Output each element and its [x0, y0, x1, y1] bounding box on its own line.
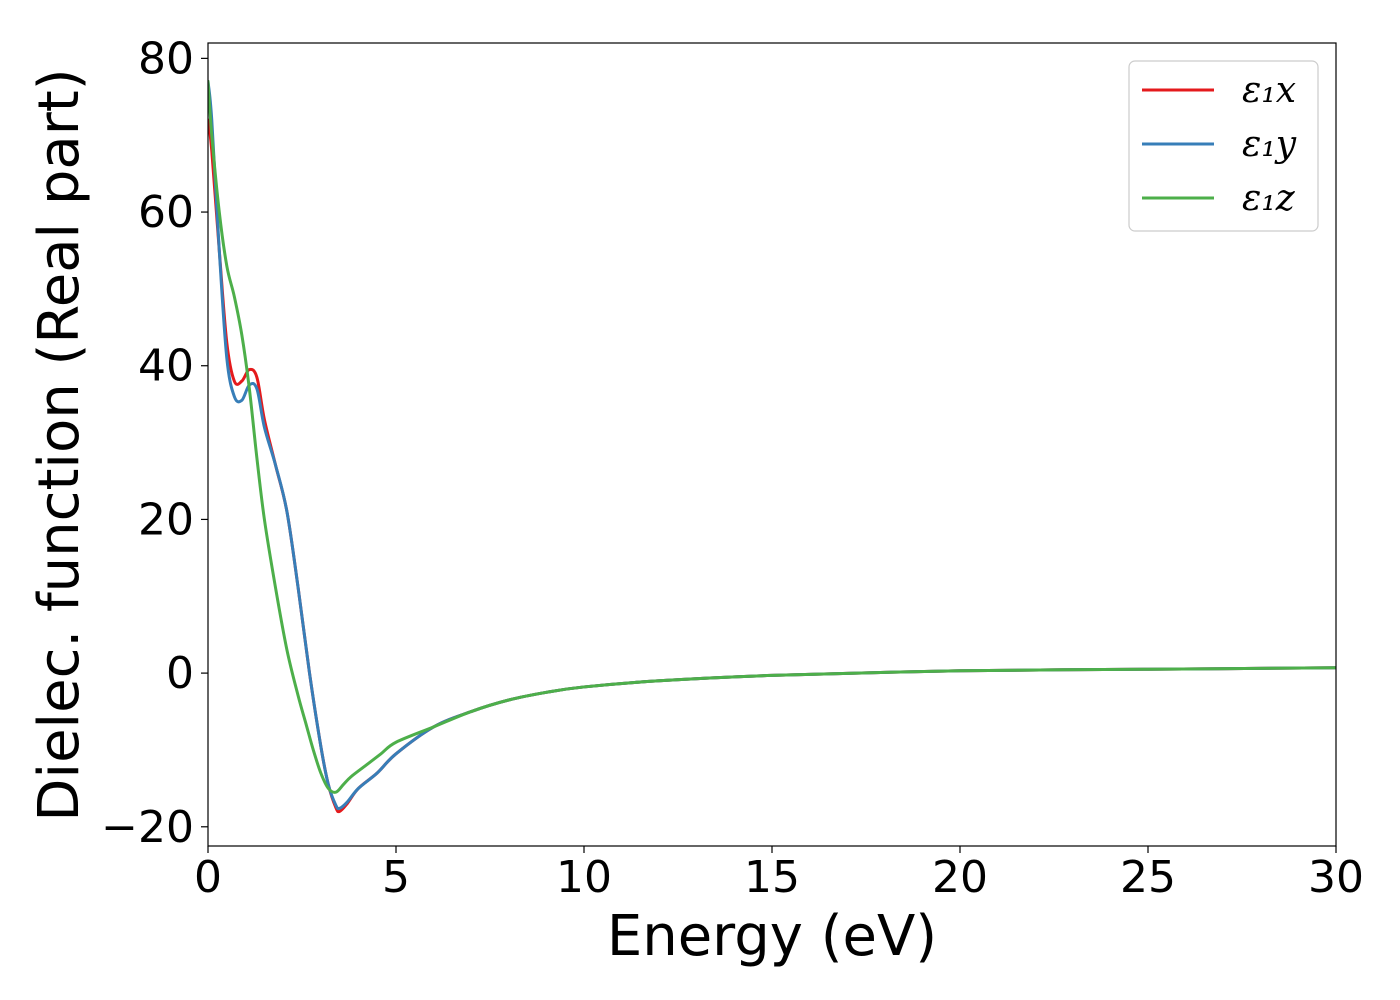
- x-tick-label: 25: [1120, 852, 1176, 903]
- y-tick-label: 0: [166, 648, 194, 699]
- x-tick-label: 20: [932, 852, 988, 903]
- y-tick-label: −20: [101, 802, 194, 853]
- x-axis: 0 5 10 15 20 25 30: [194, 846, 1364, 903]
- x-tick-label: 30: [1308, 852, 1364, 903]
- legend-box: [1128, 60, 1319, 232]
- y-axis-label: Dielec. function (Real part): [27, 68, 92, 821]
- x-tick-label: 10: [556, 852, 612, 903]
- y-axis: −20 0 20 40 60 80: [101, 33, 208, 853]
- legend-label-2: ε₁y: [1242, 124, 1297, 165]
- y-tick-label: 20: [138, 494, 194, 545]
- y-tick-label: 60: [138, 187, 194, 238]
- legend-label-3: ε₁z: [1242, 178, 1296, 219]
- x-tick-label: 0: [194, 852, 222, 903]
- legend-label-1: ε₁x: [1242, 70, 1296, 111]
- series-layer: [208, 79, 1336, 814]
- y-tick-label: 80: [138, 33, 194, 84]
- x-axis-label: Energy (eV): [607, 904, 937, 969]
- y-tick-label: 40: [138, 341, 194, 392]
- legend: ε₁x ε₁y ε₁z: [1128, 60, 1319, 232]
- x-tick-label: 15: [744, 852, 800, 903]
- series-line-3: [208, 79, 1336, 794]
- x-tick-label: 5: [382, 852, 410, 903]
